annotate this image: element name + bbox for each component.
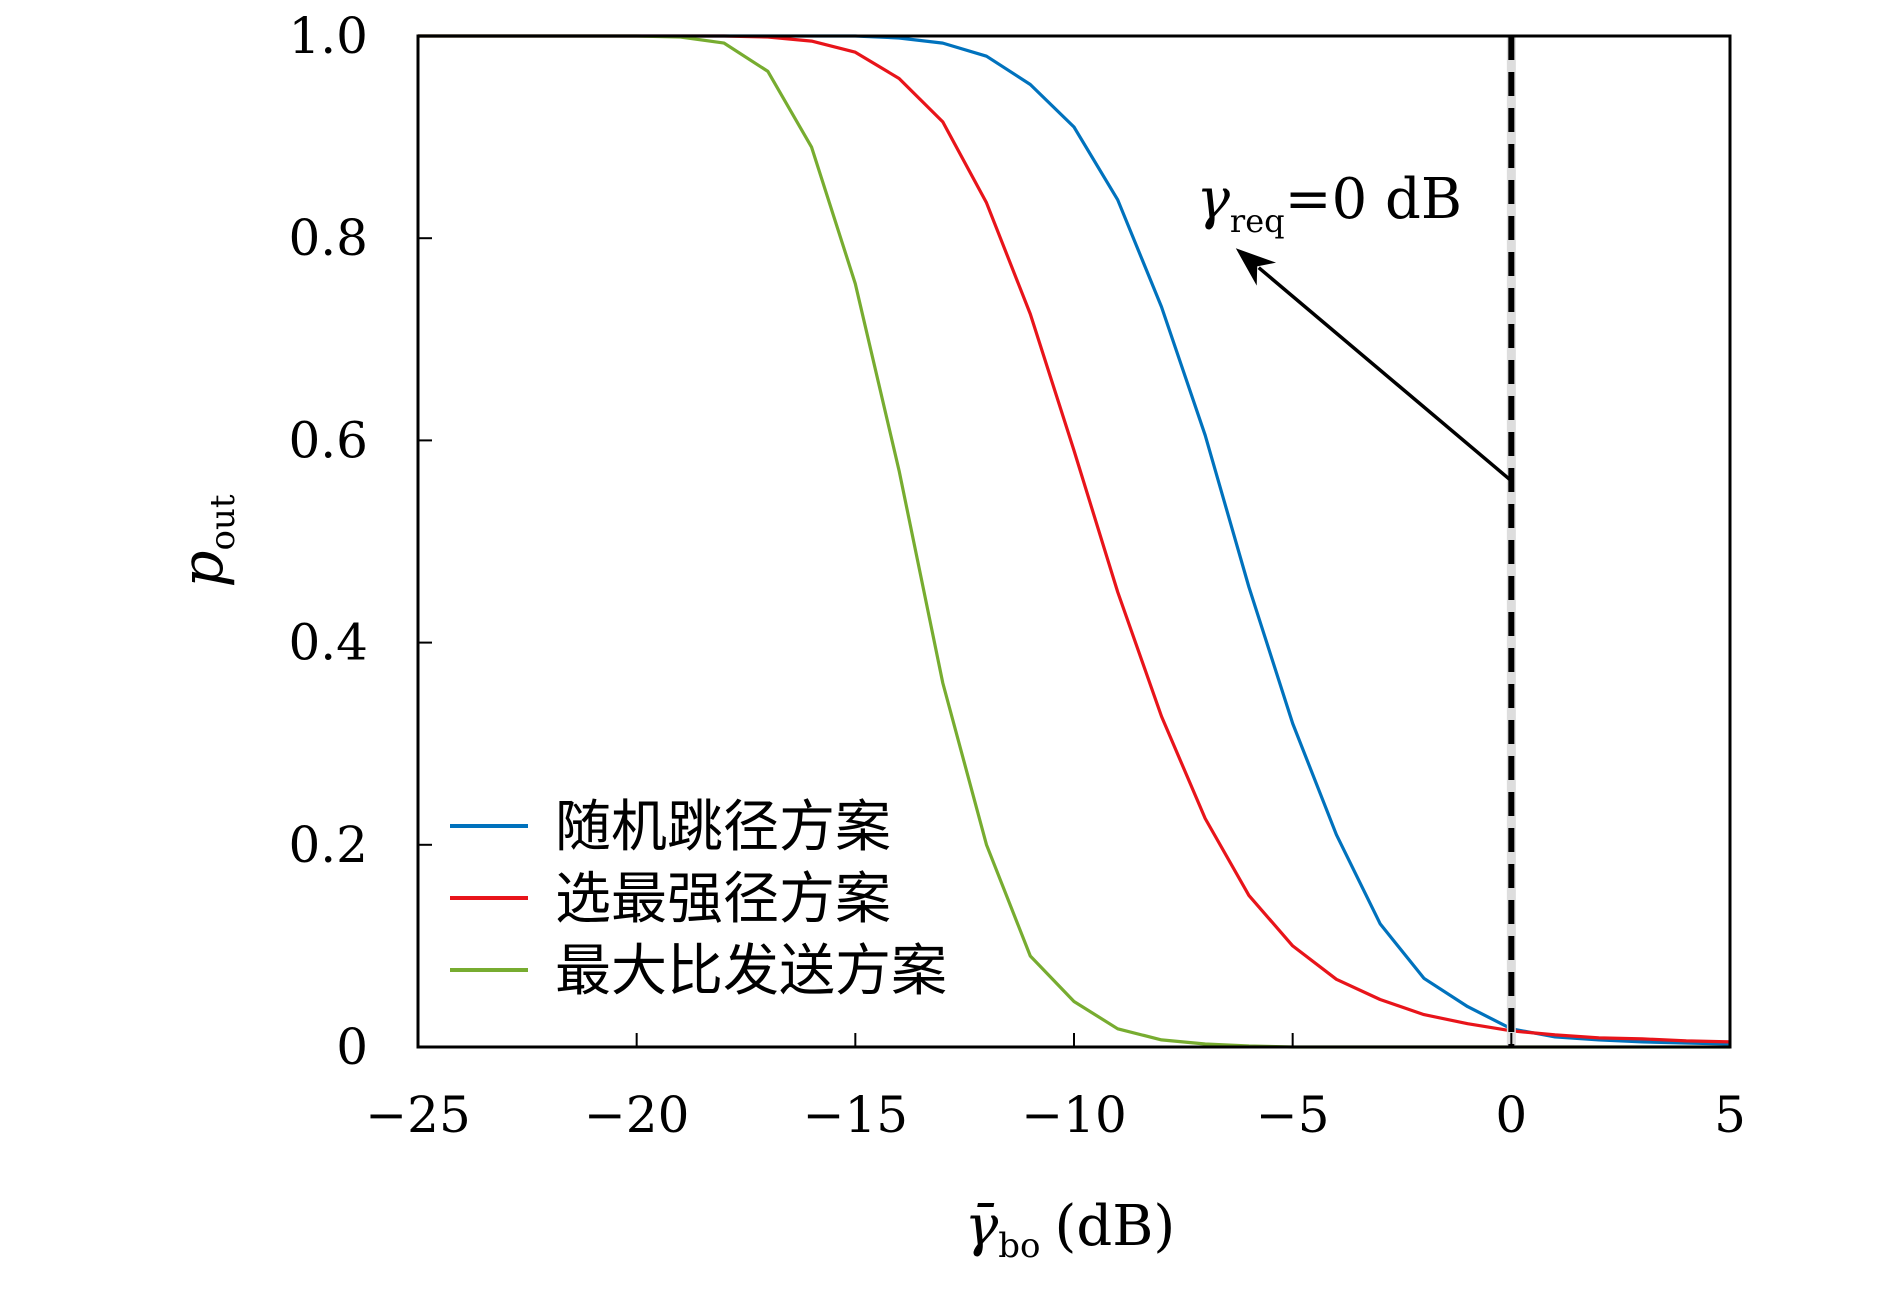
x-tick-label: −20 [584, 1086, 690, 1144]
x-tick-label: −10 [1021, 1086, 1127, 1144]
legend-label-2: 最大比发送方案 [555, 939, 947, 1004]
x-axis-subscript: bo [998, 1226, 1040, 1266]
y-tick-label: 1.0 [288, 7, 368, 65]
annotation-symbol: γ [1196, 167, 1230, 232]
x-tick-label: −25 [365, 1086, 471, 1144]
y-axis-subscript: out [203, 494, 243, 550]
x-axis-unit: (dB) [1055, 1194, 1176, 1259]
y-axis: 0 0.2 0.4 0.6 0.8 1.0 [288, 7, 432, 1076]
annotation-label: γreq=0 dB [1196, 167, 1462, 240]
y-axis-label: pout [168, 494, 243, 588]
annotation-arrow-shaft [1257, 266, 1513, 483]
y-tick-label: 0 [336, 1018, 368, 1076]
y-tick-label: 0.2 [288, 816, 368, 874]
x-tick-label: −15 [803, 1086, 909, 1144]
y-tick-label: 0.4 [288, 614, 368, 672]
x-tick-label: 5 [1714, 1086, 1746, 1144]
annotation-arrow-head [1235, 248, 1277, 286]
x-axis-symbol: γ̄ [965, 1194, 999, 1259]
y-tick-label: 0.6 [288, 411, 368, 469]
x-axis: −25 −20 −15 −10 −5 0 5 [365, 1033, 1746, 1144]
x-axis-label: γ̄bo (dB) [965, 1194, 1175, 1266]
annotation-text: =0 dB [1285, 167, 1462, 232]
x-tick-label: −5 [1256, 1086, 1330, 1144]
legend-label-0: 随机跳径方案 [555, 795, 891, 860]
x-tick-label: 0 [1495, 1086, 1527, 1144]
legend-label-1: 选最强径方案 [555, 867, 891, 932]
annotation: γreq=0 dB [1196, 167, 1513, 483]
annotation-subscript: req [1230, 202, 1285, 240]
y-axis-symbol: p [168, 550, 236, 587]
y-tick-label: 0.8 [288, 209, 368, 267]
